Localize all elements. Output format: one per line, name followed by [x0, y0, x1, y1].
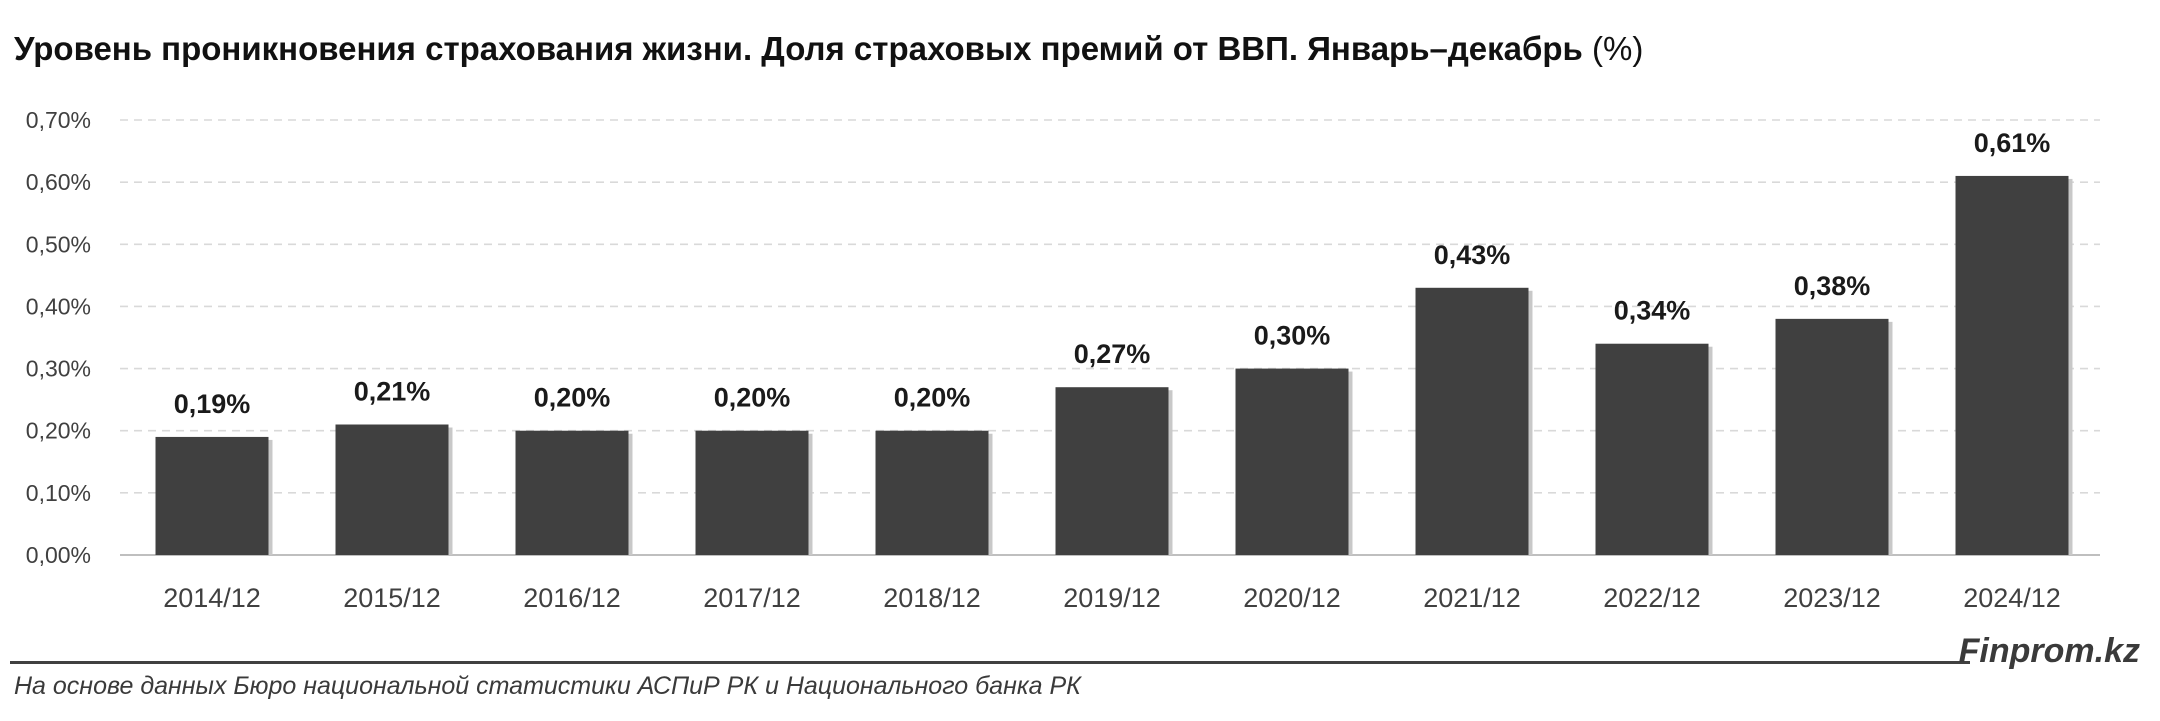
x-tick-label: 2024/12	[1963, 583, 2061, 613]
x-tick-label: 2015/12	[343, 583, 441, 613]
bar	[155, 436, 269, 555]
y-tick-label: 0,70%	[26, 107, 91, 133]
data-label: 0,19%	[174, 389, 251, 419]
y-tick-label: 0,10%	[26, 480, 91, 506]
brand-logo-text: Finprom.kz	[1958, 632, 2140, 670]
data-labels: 0,19% 0,21% 0,20% 0,20% 0,20% 0,27% 0,30% 0,43%…	[174, 128, 2051, 419]
footer-divider	[10, 661, 1970, 664]
data-label: 0,30%	[1254, 321, 1331, 351]
bars	[155, 175, 2073, 555]
chart-title-unit: (%)	[1592, 30, 1644, 67]
x-axis-ticks: 2014/12 2015/12 2016/12 2017/12 2018/12 2019/…	[163, 583, 2061, 613]
data-label: 0,34%	[1614, 296, 1691, 326]
data-label: 0,20%	[714, 383, 791, 413]
bar-chart: 0,00% 0,10% 0,20% 0,30% 0,40% 0,50% 0,60% 0,70%…	[26, 107, 2100, 613]
x-tick-label: 2017/12	[703, 583, 801, 613]
x-tick-label: 2019/12	[1063, 583, 1161, 613]
bar	[875, 430, 989, 555]
x-tick-label: 2014/12	[163, 583, 261, 613]
x-tick-label: 2022/12	[1603, 583, 1701, 613]
chart-title-text: Уровень проникновения страхования жизни.…	[14, 30, 1583, 67]
bar	[1775, 318, 1889, 555]
source-note: На основе данных Бюро национальной стати…	[14, 672, 1081, 700]
x-tick-label: 2023/12	[1783, 583, 1881, 613]
bar	[695, 430, 809, 555]
bar	[335, 424, 449, 555]
data-label: 0,38%	[1794, 271, 1871, 301]
bar	[1415, 287, 1529, 555]
data-label: 0,20%	[894, 383, 971, 413]
bar	[515, 430, 629, 555]
bar	[1055, 387, 1169, 555]
chart-title: Уровень проникновения страхования жизни.…	[14, 30, 1643, 68]
data-label: 0,20%	[534, 383, 611, 413]
y-tick-label: 0,50%	[26, 231, 91, 257]
y-axis-ticks: 0,00% 0,10% 0,20% 0,30% 0,40% 0,50% 0,60% 0,70%	[26, 107, 91, 568]
bar	[1595, 343, 1709, 555]
bar	[1235, 368, 1349, 555]
data-label: 0,27%	[1074, 339, 1151, 369]
data-label: 0,43%	[1434, 240, 1511, 270]
x-tick-label: 2018/12	[883, 583, 981, 613]
x-tick-label: 2020/12	[1243, 583, 1341, 613]
x-tick-label: 2016/12	[523, 583, 621, 613]
bar	[1955, 175, 2069, 555]
y-tick-label: 0,20%	[26, 418, 91, 444]
y-tick-label: 0,30%	[26, 356, 91, 382]
y-tick-label: 0,60%	[26, 169, 91, 195]
x-tick-label: 2021/12	[1423, 583, 1521, 613]
y-tick-label: 0,40%	[26, 293, 91, 319]
data-label: 0,21%	[354, 377, 431, 407]
data-label: 0,61%	[1974, 128, 2051, 158]
y-tick-label: 0,00%	[26, 542, 91, 568]
